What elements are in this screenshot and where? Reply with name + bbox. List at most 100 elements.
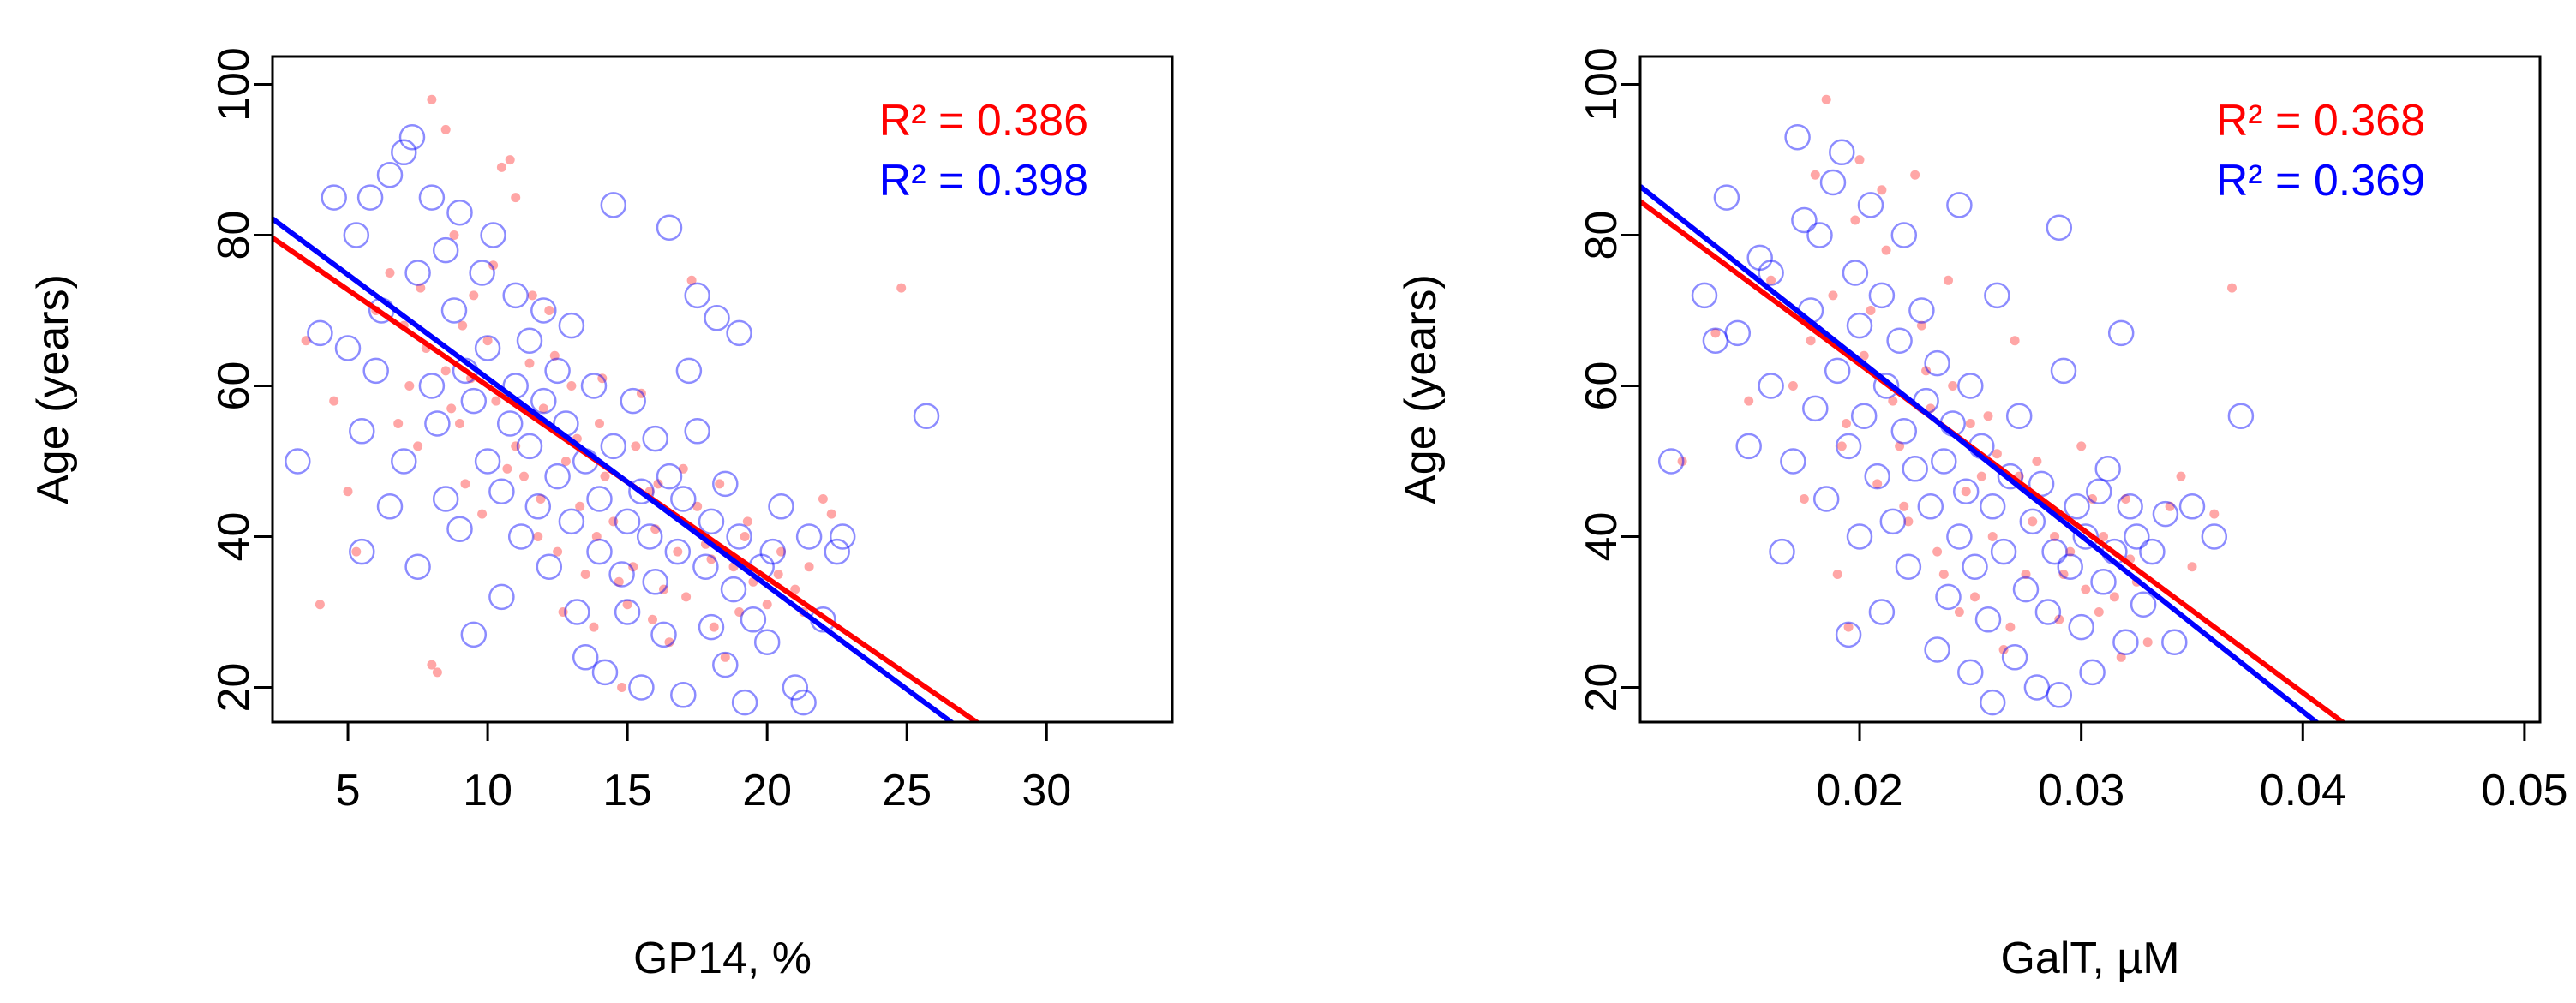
- data-point-blue: [656, 214, 683, 241]
- data-point-red: [1903, 516, 1914, 527]
- data-point-red: [491, 396, 501, 406]
- data-point-red: [519, 471, 529, 481]
- data-point-red: [446, 403, 457, 414]
- data-point-red: [1836, 441, 1847, 451]
- data-point-red: [631, 441, 641, 451]
- data-point-blue: [1850, 403, 1878, 429]
- data-point-red: [1899, 501, 1909, 511]
- data-point-red: [826, 509, 836, 519]
- data-point-blue: [670, 486, 697, 512]
- data-point-blue: [530, 387, 557, 415]
- data-point-blue: [2005, 403, 2033, 429]
- data-point-red: [1710, 328, 1721, 338]
- data-point-red: [2088, 494, 2098, 504]
- scatter-panel-galt: 0.02 0.03 0.04 0.05 20 40 60 80 100 GalT, µM Ag…: [1396, 47, 2568, 983]
- data-point-blue: [1724, 319, 1752, 347]
- data-point-red: [589, 622, 599, 632]
- data-point-blue: [1890, 222, 1918, 248]
- data-point-red: [329, 396, 339, 406]
- data-point-blue: [1957, 373, 1984, 399]
- data-point-blue: [2152, 500, 2179, 528]
- data-point-red: [2081, 584, 2091, 594]
- x-axis-label: GalT, µM: [2000, 934, 2179, 983]
- data-point-red: [1832, 570, 1842, 579]
- data-point-blue: [704, 305, 730, 331]
- data-point-red: [1744, 396, 1754, 406]
- data-point-red: [678, 463, 688, 474]
- data-point-blue: [398, 123, 426, 151]
- data-point-blue: [726, 319, 752, 347]
- data-point-blue: [1979, 689, 2006, 716]
- data-point-blue: [1979, 493, 2006, 520]
- data-point-blue: [524, 493, 552, 520]
- data-point-red: [804, 562, 814, 572]
- data-point-red: [742, 516, 752, 527]
- data-point-red: [1970, 592, 1980, 602]
- x-tick-label: 0.05: [2481, 766, 2567, 815]
- data-point-blue: [1924, 636, 1950, 663]
- data-point-red: [544, 306, 554, 315]
- data-point-blue: [1886, 327, 1913, 354]
- data-point-blue: [2139, 538, 2166, 565]
- data-point-blue: [1984, 282, 2010, 309]
- data-point-blue: [1908, 297, 1935, 324]
- data-point-red: [681, 592, 692, 602]
- data-point-red: [1961, 487, 1971, 497]
- data-point-red: [2021, 570, 2031, 579]
- data-point-blue: [496, 410, 524, 437]
- data-point-red: [2227, 283, 2237, 293]
- data-point-red: [488, 260, 499, 271]
- data-point-red: [527, 290, 537, 301]
- data-point-red: [1810, 170, 1820, 180]
- data-point-blue: [2117, 493, 2143, 520]
- data-point-blue: [432, 236, 459, 264]
- data-point-red: [1976, 471, 1986, 481]
- data-point-red: [591, 532, 602, 541]
- data-point-blue: [376, 493, 404, 520]
- data-point-blue: [2086, 478, 2112, 504]
- data-point-blue: [712, 651, 739, 678]
- data-point-blue: [1857, 192, 1884, 218]
- data-point-blue: [636, 523, 663, 550]
- data-point-blue: [460, 387, 488, 415]
- data-point-blue: [404, 553, 431, 580]
- data-point-blue: [2072, 523, 2100, 550]
- data-point-blue: [753, 629, 781, 655]
- y-tick-label: 80: [1577, 211, 1626, 260]
- x-tick-label: 20: [742, 766, 792, 815]
- trend-line-blue: [1640, 184, 2321, 722]
- data-point-red: [1828, 290, 1838, 301]
- data-point-blue: [1890, 418, 1918, 445]
- data-point-blue: [1758, 373, 1784, 399]
- data-point-blue: [684, 418, 710, 445]
- data-point-red: [2094, 607, 2104, 617]
- data-point-red: [455, 419, 464, 428]
- data-point-red: [597, 373, 608, 384]
- x-tick-label: 0.03: [2038, 766, 2124, 815]
- data-point-blue: [740, 606, 767, 633]
- data-point-blue: [418, 184, 446, 211]
- data-point-blue: [600, 192, 627, 218]
- data-point-blue: [474, 448, 501, 475]
- data-point-blue: [586, 486, 613, 512]
- data-point-blue: [1974, 606, 2002, 633]
- data-point-blue: [1868, 599, 1896, 625]
- data-point-red: [482, 336, 493, 346]
- data-point-red: [580, 570, 590, 579]
- data-point-blue: [2079, 659, 2106, 686]
- data-point-blue: [474, 335, 501, 361]
- data-point-red: [709, 622, 719, 632]
- data-point-blue: [1702, 327, 1729, 354]
- data-point-blue: [2057, 553, 2083, 580]
- data-point-blue: [586, 538, 613, 565]
- data-point-red: [896, 283, 907, 293]
- x-tick-label: 5: [336, 766, 361, 815]
- data-point-red: [1965, 419, 1975, 428]
- data-point-blue: [684, 282, 710, 309]
- data-point-red: [524, 358, 535, 368]
- data-point-blue: [507, 523, 535, 550]
- data-point-blue: [558, 312, 585, 339]
- data-point-blue: [1819, 169, 1847, 196]
- y-axis: 20 40 60 80 100: [209, 47, 274, 712]
- data-point-red: [628, 562, 638, 572]
